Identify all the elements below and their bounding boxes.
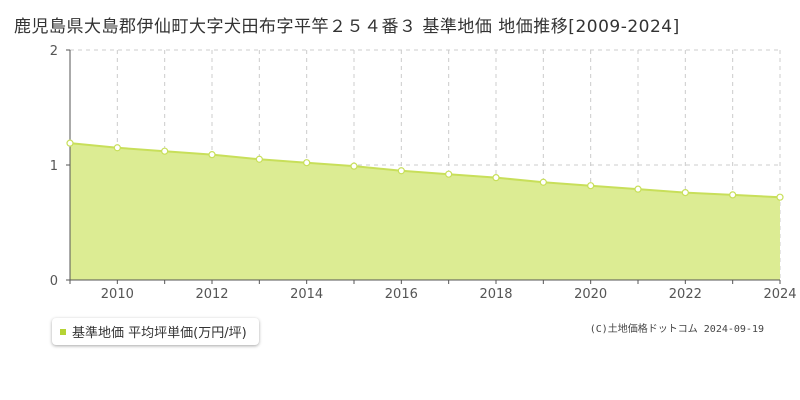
data-points bbox=[66, 139, 784, 201]
data-point bbox=[634, 185, 642, 193]
data-point bbox=[397, 167, 405, 175]
data-point bbox=[255, 155, 263, 163]
data-point bbox=[539, 178, 547, 186]
x-tick-label: 2024 bbox=[763, 287, 796, 302]
data-point bbox=[303, 159, 311, 167]
data-point bbox=[445, 170, 453, 178]
data-point bbox=[587, 182, 595, 190]
x-tick-label: 2012 bbox=[195, 287, 228, 302]
legend: 基準地価 平均坪単価(万円/坪) bbox=[52, 318, 259, 345]
copyright-text: (C)土地価格ドットコム 2024-09-19 bbox=[589, 324, 764, 335]
data-point bbox=[66, 139, 74, 147]
y-tick-label: 1 bbox=[50, 159, 58, 174]
x-tick-label: 2010 bbox=[101, 287, 134, 302]
x-tick-label: 2016 bbox=[385, 287, 418, 302]
data-point bbox=[113, 144, 121, 152]
data-point bbox=[776, 193, 784, 201]
price-area-fill bbox=[70, 143, 780, 280]
tick-labels: 2010 2012 2014 2016 2018 2020 2022 2024 0 1 2 bbox=[50, 44, 797, 302]
data-point bbox=[492, 174, 500, 182]
price-line bbox=[69, 142, 781, 199]
data-point bbox=[681, 189, 689, 197]
data-point bbox=[729, 191, 737, 199]
x-tick-label: 2022 bbox=[669, 287, 702, 302]
y-tick-label: 0 bbox=[50, 274, 58, 289]
data-point bbox=[350, 162, 358, 170]
y-tick-label: 2 bbox=[50, 44, 58, 59]
axis-layer bbox=[66, 49, 781, 284]
page-title: 鹿児島県大島郡伊仙町大字犬田布字平竿２５４番３ 基準地価 地価推移[2009-2… bbox=[14, 17, 680, 37]
x-tick-label: 2014 bbox=[290, 287, 323, 302]
data-point bbox=[208, 151, 216, 159]
x-tick-label: 2018 bbox=[479, 287, 512, 302]
x-tick-label: 2020 bbox=[574, 287, 607, 302]
legend-swatch-icon bbox=[60, 328, 66, 335]
legend-label: 基準地価 平均坪単価(万円/坪) bbox=[72, 326, 247, 341]
data-point bbox=[161, 147, 169, 155]
